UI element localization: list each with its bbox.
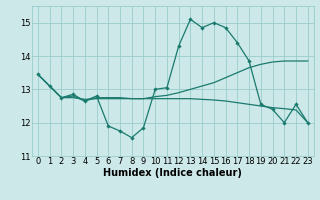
X-axis label: Humidex (Indice chaleur): Humidex (Indice chaleur): [103, 168, 242, 178]
